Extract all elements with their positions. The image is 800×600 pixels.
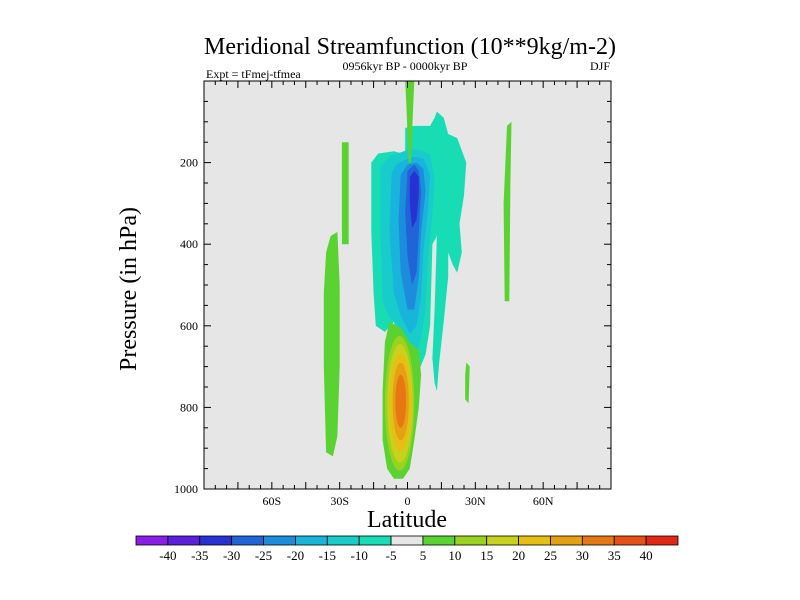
x-tick-label: 30S [330, 494, 349, 508]
colorbar-swatch [326, 535, 360, 546]
x-tick-label: 60S [262, 494, 281, 508]
x-tick-label: 30N [465, 494, 486, 508]
subtitle-period: 0956kyr BP - 0000kyr BP [343, 59, 468, 73]
colorbar-label: -20 [287, 548, 304, 563]
contour-layer [323, 81, 512, 479]
colorbar: -40 -35 -30 -25 -20 -15 -10 -5 5 10 15 20 25 30 35 40 [135, 535, 679, 563]
chart-title: Meridional Streamfunction (10**9kg/m-2) [204, 34, 616, 60]
colorbar-swatch [422, 535, 456, 546]
colorbar-swatch [613, 535, 647, 546]
colorbar-label: 5 [420, 548, 427, 563]
colorbar-swatch [390, 535, 424, 546]
colorbar-label: 30 [576, 548, 589, 563]
x-axis: 60S 30S 0 30N 60N [203, 81, 612, 508]
colorbar-swatch [263, 535, 296, 546]
contour-pos-top-line [405, 81, 415, 163]
colorbar-label: 35 [608, 548, 621, 563]
y-axis-label: Pressure (in hPa) [116, 207, 142, 371]
colorbar-swatch [295, 535, 328, 546]
colorbar-label: -40 [159, 548, 176, 563]
x-tick-label: 0 [405, 494, 411, 508]
contour-pos-strip-nh-45 [503, 121, 512, 302]
contour-pos-strip-sh-35 [323, 232, 340, 457]
y-tick-label: 600 [180, 319, 198, 333]
y-tick-label: 1000 [174, 482, 198, 496]
colorbar-label: 20 [512, 548, 525, 563]
x-axis-label: Latitude [367, 507, 447, 533]
contour-pos-strip-sh-28 [341, 142, 349, 245]
colorbar-swatch [231, 535, 264, 546]
colorbar-label: -25 [255, 548, 272, 563]
colorbar-label: 15 [480, 548, 493, 563]
colorbar-label: -30 [223, 548, 240, 563]
colorbar-swatch [518, 535, 551, 546]
colorbar-label: 10 [448, 548, 461, 563]
colorbar-label: 25 [544, 548, 557, 563]
colorbar-swatch [581, 535, 615, 546]
colorbar-swatch [167, 535, 201, 546]
colorbar-swatch [486, 535, 519, 546]
colorbar-label: -35 [191, 548, 208, 563]
contour-pos-blip-nh-27 [465, 362, 470, 404]
y-axis: 200 400 600 800 1000 [174, 80, 611, 496]
colorbar-swatch [550, 535, 583, 546]
y-tick-label: 400 [180, 237, 198, 251]
colorbar-label: 40 [640, 548, 653, 563]
subtitle-season: DJF [590, 59, 610, 73]
colorbar-label: -10 [351, 548, 368, 563]
colorbar-swatch [358, 535, 392, 546]
colorbar-swatch [135, 535, 169, 546]
x-tick-label: 60N [533, 494, 554, 508]
colorbar-label: -5 [386, 548, 397, 563]
colorbar-swatch [454, 535, 488, 546]
colorbar-swatch [199, 535, 233, 546]
colorbar-label: -15 [319, 548, 336, 563]
y-tick-label: 800 [180, 400, 198, 414]
y-tick-label: 200 [180, 156, 198, 170]
contour-neg-30 [409, 170, 419, 228]
subtitle-experiment: Expt = tFmej-tfmea [206, 67, 301, 81]
contour-pos-30 [395, 374, 407, 428]
colorbar-swatch [645, 535, 679, 546]
